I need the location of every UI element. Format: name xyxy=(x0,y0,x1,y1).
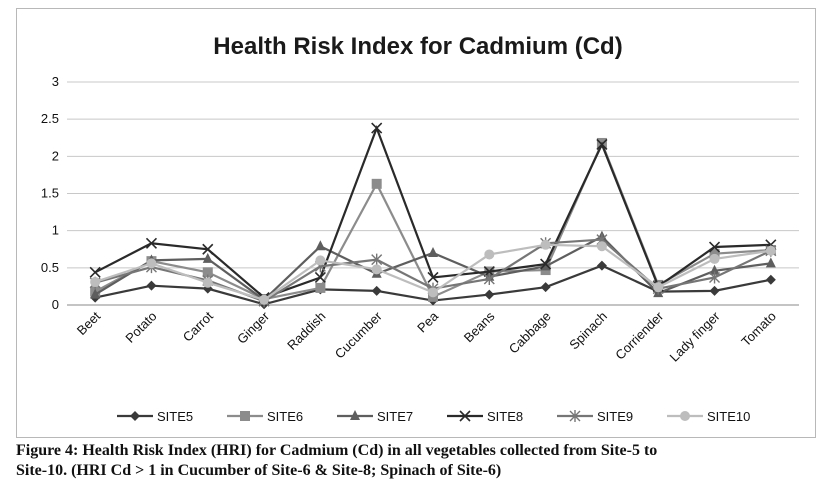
x-tick-label: Beans xyxy=(461,308,498,345)
legend-label: SITE5 xyxy=(157,409,193,424)
legend-item-site7: SITE7 xyxy=(337,409,413,424)
data-point xyxy=(484,249,495,260)
series-site10 xyxy=(90,239,776,305)
data-point xyxy=(428,246,438,257)
y-tick-label: 2 xyxy=(52,148,59,163)
data-point xyxy=(708,241,721,253)
x-tick-label: Carrot xyxy=(180,308,216,344)
data-point xyxy=(90,276,101,287)
data-point xyxy=(371,253,383,266)
data-point xyxy=(89,266,101,278)
x-axis-ticks: Beet Potato Carrot Ginger Raddish Cucumber Pea… xyxy=(74,308,779,365)
caption-line-2: Site-10. (HRI Cd > 1 in Cucumber of Site… xyxy=(16,462,502,479)
x-tick-label: Beet xyxy=(74,308,104,338)
legend-label: SITE6 xyxy=(267,409,303,424)
series-lines xyxy=(89,122,777,310)
data-point xyxy=(540,260,551,271)
data-point xyxy=(569,410,581,422)
data-point xyxy=(130,411,140,421)
data-point xyxy=(202,252,213,263)
legend-item-site10: SITE10 xyxy=(667,409,750,424)
data-point xyxy=(428,287,438,298)
x-tick-label: Raddish xyxy=(284,309,328,353)
series-line xyxy=(94,124,771,299)
data-point xyxy=(765,257,776,268)
data-point xyxy=(240,411,250,421)
data-point xyxy=(146,280,157,291)
x-tick-label: Cucumber xyxy=(332,308,385,361)
x-tick-label: Ginger xyxy=(234,308,273,347)
data-point xyxy=(765,245,776,256)
x-tick-label: Spinach xyxy=(566,309,610,353)
y-tick-label: 0 xyxy=(52,297,59,312)
x-tick-label: Potato xyxy=(122,309,159,346)
data-point xyxy=(315,282,326,293)
data-point xyxy=(202,243,214,255)
data-point xyxy=(371,178,382,189)
x-tick-label: Lady finger xyxy=(667,308,724,365)
x-tick-label: Corriender xyxy=(612,308,667,363)
data-point xyxy=(371,264,382,275)
legend-label: SITE10 xyxy=(707,409,750,424)
x-tick-label: Tomato xyxy=(738,309,779,350)
data-point xyxy=(709,264,720,275)
data-point xyxy=(540,239,551,250)
data-point xyxy=(350,410,360,420)
legend-label: SITE7 xyxy=(377,409,413,424)
figure-caption: Figure 4: Health Risk Index (HRI) for Ca… xyxy=(16,441,816,481)
y-axis-ticks: 0 0.5 1 1.5 2 2.5 3 xyxy=(41,74,59,312)
y-tick-label: 0.5 xyxy=(41,260,59,275)
data-point xyxy=(765,274,776,285)
legend: SITE5 SITE6 SITE7 SITE8 SITE9 SITE10 xyxy=(117,409,750,424)
caption-line-1: Figure 4: Health Risk Index (HRI) for Ca… xyxy=(16,442,658,459)
data-point xyxy=(314,271,326,284)
data-point xyxy=(259,294,270,305)
y-tick-label: 2.5 xyxy=(41,111,59,126)
data-point xyxy=(146,258,157,269)
data-point xyxy=(653,282,664,293)
data-point xyxy=(90,288,101,299)
x-tick-label: Pea xyxy=(414,308,442,336)
data-point xyxy=(709,285,720,296)
data-point xyxy=(596,241,607,252)
data-point xyxy=(315,240,326,251)
data-point xyxy=(371,122,383,134)
data-point xyxy=(680,411,690,421)
data-point xyxy=(459,410,471,422)
legend-item-site8: SITE8 xyxy=(447,409,523,424)
legend-label: SITE8 xyxy=(487,409,523,424)
chart-frame: Health Risk Index for Cadmium (Cd) 0 0.5 1… xyxy=(16,8,816,438)
y-tick-label: 1 xyxy=(52,223,59,238)
data-point xyxy=(709,248,720,259)
y-tick-label: 1.5 xyxy=(41,186,59,201)
data-point xyxy=(540,282,551,293)
data-point xyxy=(596,138,608,151)
data-point xyxy=(483,272,495,285)
x-tick-label: Cabbage xyxy=(506,309,554,357)
data-point xyxy=(709,271,721,284)
data-point xyxy=(202,277,213,288)
legend-label: SITE9 xyxy=(597,409,633,424)
data-point xyxy=(596,260,607,271)
data-point xyxy=(484,289,495,300)
legend-item-site9: SITE9 xyxy=(557,409,633,424)
chart-title: Health Risk Index for Cadmium (Cd) xyxy=(213,33,622,60)
line-chart: Health Risk Index for Cadmium (Cd) 0 0.5 1… xyxy=(41,33,799,424)
legend-item-site6: SITE6 xyxy=(227,409,303,424)
data-point xyxy=(427,271,439,284)
data-point xyxy=(315,255,326,266)
data-point xyxy=(371,285,382,296)
series-site8 xyxy=(89,122,777,304)
data-point xyxy=(709,253,720,264)
data-point xyxy=(202,267,213,278)
data-point xyxy=(540,258,552,270)
y-tick-label: 3 xyxy=(52,74,59,89)
data-point xyxy=(145,237,158,249)
legend-item-site5: SITE5 xyxy=(117,409,193,424)
